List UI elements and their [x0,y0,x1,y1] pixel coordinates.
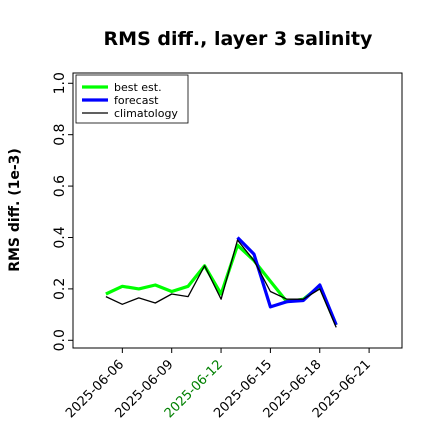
y-axis-label: RMS diff. (1e-3) [7,148,23,272]
y-tick-label: 0.4 [52,226,68,248]
chart-title: RMS diff., layer 3 salinity [104,28,374,50]
y-tick-label: 0.2 [52,278,68,300]
series-lines [105,236,338,328]
y-axis: 0.0 0.2 0.4 0.6 0.8 1.0 [52,72,73,351]
series-line-1 [236,236,338,326]
y-tick-label: 0.6 [52,175,68,197]
legend-entry-label: best est. [114,81,162,94]
legend-entry-label: climatology [114,107,178,120]
legend-entry-label: forecast [114,94,159,107]
y-tick-label: 1.0 [52,72,68,94]
y-tick-label: 0.8 [52,124,68,146]
y-tick-label: 0.0 [52,329,68,351]
series-line-2 [105,239,337,328]
plot-frame [72,72,403,349]
x-axis: 2025-06-062025-06-092025-06-122025-06-15… [63,348,374,421]
series-line-0 [105,243,338,326]
